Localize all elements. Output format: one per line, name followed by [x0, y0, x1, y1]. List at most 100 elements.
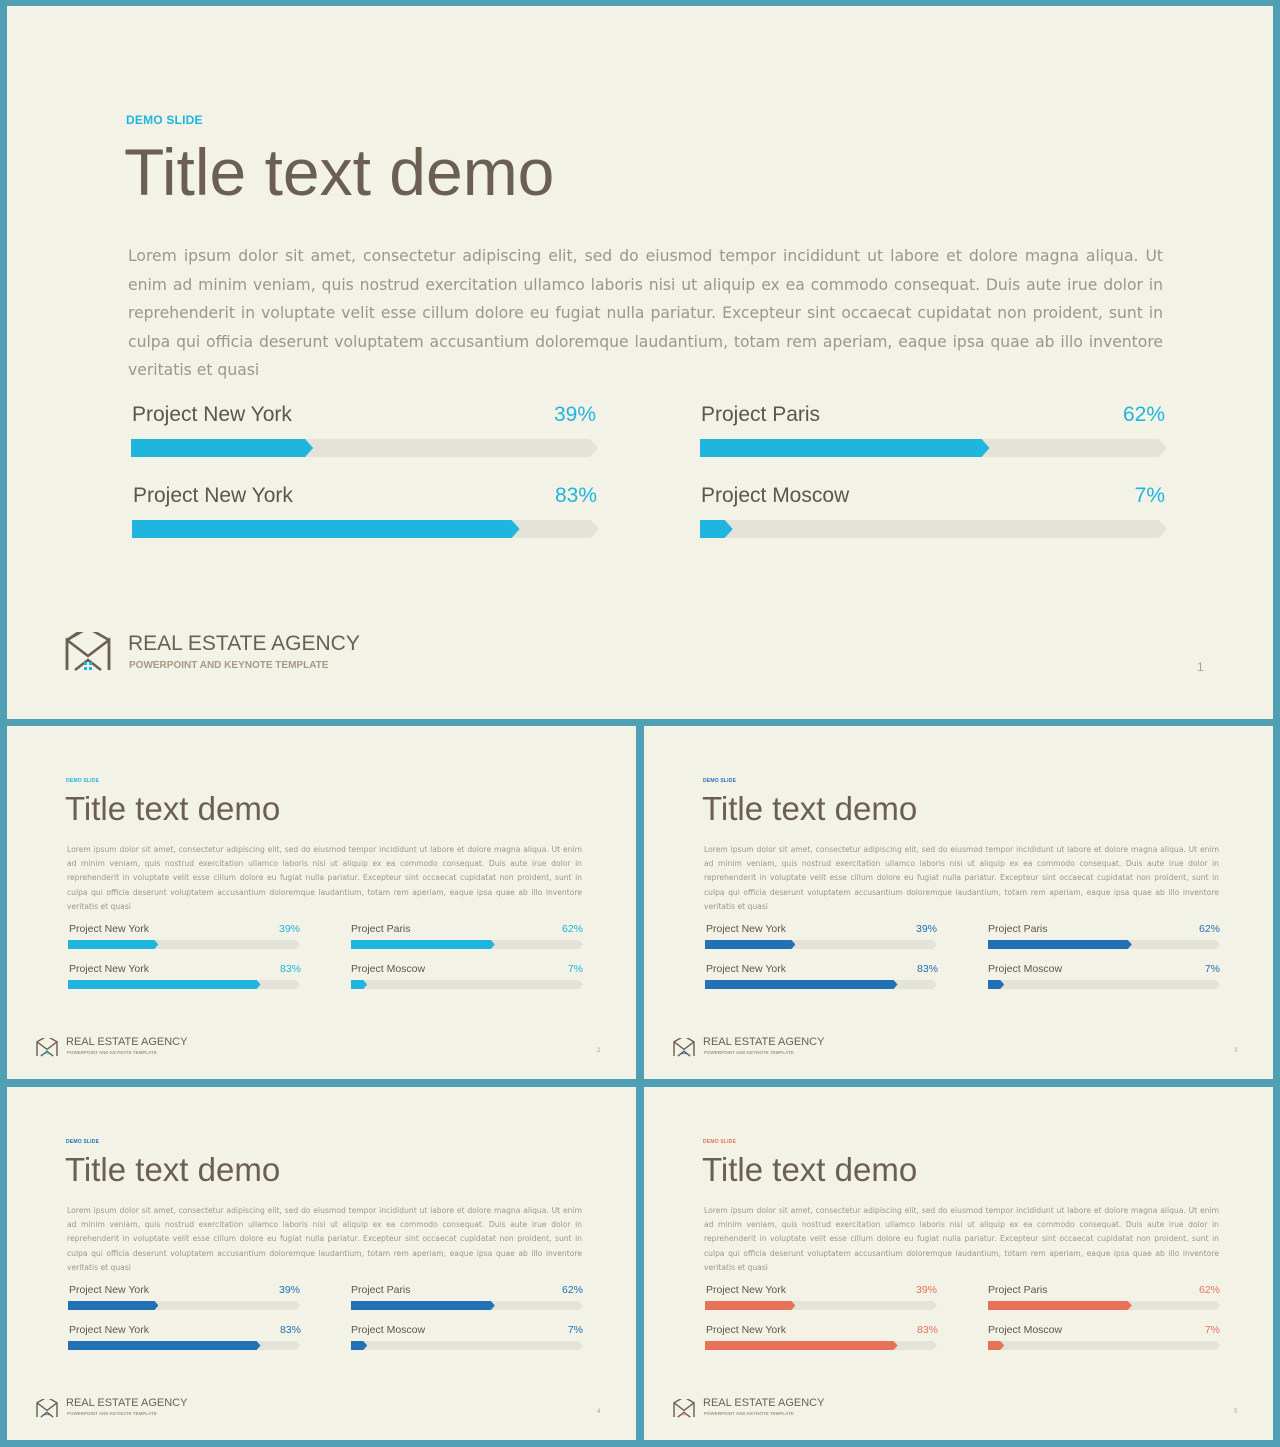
progress-percent: 83% [554, 484, 597, 507]
body-paragraph: Lorem ipsum dolor sit amet, consectetur … [704, 845, 1219, 911]
progress-label: Project New York [706, 1324, 786, 1336]
progress-percent: 7% [1204, 963, 1220, 975]
progress-percent: 39% [553, 403, 596, 426]
slide-2[interactable]: DEMO SLIDE Title text demo Lorem ipsum d… [7, 726, 636, 1079]
progress-fill [700, 520, 733, 538]
page-number: 2 [597, 1048, 601, 1054]
progress-fill [68, 1301, 158, 1310]
progress-fill [351, 1341, 367, 1350]
progress-percent: 83% [279, 1324, 301, 1336]
brand-name: REAL ESTATE AGENCY [703, 1397, 825, 1409]
progress-label: Project New York [69, 1324, 149, 1336]
progress-label: Project New York [132, 403, 292, 426]
slide-title: Title text demo [702, 790, 918, 827]
progress-label: Project Paris [988, 1284, 1048, 1296]
progress-track [700, 520, 1167, 538]
progress-label: Project Moscow [988, 963, 1063, 975]
progress-track [68, 980, 300, 989]
slide-title: Title text demo [702, 1151, 918, 1188]
progress-percent: 62% [561, 923, 583, 935]
progress-fill [351, 1301, 495, 1310]
brand-name: REAL ESTATE AGENCY [66, 1397, 188, 1409]
progress-fill [705, 980, 898, 989]
progress-label: Project Paris [351, 1284, 411, 1296]
progress-fill [700, 439, 990, 457]
progress-label: Project New York [69, 1284, 149, 1296]
brand-name: REAL ESTATE AGENCY [703, 1036, 825, 1048]
slide-5[interactable]: DEMO SLIDE Title text demo Lorem ipsum d… [644, 1087, 1273, 1440]
page-number: 4 [597, 1409, 601, 1415]
progress-percent: 7% [567, 963, 583, 975]
progress-percent: 83% [916, 963, 938, 975]
progress-label: Project New York [133, 484, 293, 507]
progress-track [988, 940, 1220, 949]
progress-track [132, 520, 599, 538]
house-chevron-logo-icon [673, 1038, 695, 1057]
eyebrow-label: DEMO SLIDE [126, 113, 203, 127]
progress-label: Project Paris [701, 403, 821, 426]
body-paragraph: Lorem ipsum dolor sit amet, consectetur … [128, 247, 1163, 380]
progress-percent: 7% [1134, 484, 1165, 507]
progress-percent: 39% [278, 923, 300, 935]
progress-label: Project Moscow [351, 963, 426, 975]
progress-percent: 62% [561, 1284, 583, 1296]
page-number: 1 [1197, 660, 1204, 674]
progress-label: Project New York [706, 923, 786, 935]
progress-track [131, 439, 598, 457]
progress-track [68, 940, 300, 949]
progress-fill [68, 980, 261, 989]
progress-label: Project Moscow [351, 1324, 426, 1336]
body-paragraph: Lorem ipsum dolor sit amet, consectetur … [704, 1206, 1219, 1272]
slide-title: Title text demo [65, 790, 281, 827]
progress-track [988, 1301, 1220, 1310]
progress-percent: 62% [1122, 403, 1165, 426]
page-number: 5 [1234, 1409, 1238, 1415]
progress-fill [68, 1341, 261, 1350]
progress-track [705, 1341, 937, 1350]
progress-track [351, 940, 583, 949]
eyebrow-label: DEMO SLIDE [66, 1139, 100, 1145]
progress-percent: 62% [1198, 923, 1220, 935]
progress-fill [132, 520, 520, 538]
eyebrow-label: DEMO SLIDE [66, 778, 100, 784]
brand-name: REAL ESTATE AGENCY [128, 632, 360, 655]
slide-3[interactable]: DEMO SLIDE Title text demo Lorem ipsum d… [644, 726, 1273, 1079]
progress-fill [988, 940, 1132, 949]
progress-track [351, 1341, 583, 1350]
progress-fill [988, 1301, 1132, 1310]
progress-label: Project Paris [988, 923, 1048, 935]
progress-fill [988, 980, 1004, 989]
progress-percent: 7% [567, 1324, 583, 1336]
progress-fill [68, 940, 158, 949]
eyebrow-label: DEMO SLIDE [703, 1139, 737, 1145]
progress-percent: 39% [915, 1284, 937, 1296]
brand-tagline: POWERPOINT AND KEYNOTE TEMPLATE [67, 1050, 157, 1055]
progress-percent: 7% [1204, 1324, 1220, 1336]
progress-track [68, 1341, 300, 1350]
progress-track [700, 439, 1167, 457]
progress-fill [351, 980, 367, 989]
progress-track [988, 1341, 1220, 1350]
slide-4[interactable]: DEMO SLIDE Title text demo Lorem ipsum d… [7, 1087, 636, 1440]
progress-percent: 62% [1198, 1284, 1220, 1296]
progress-label: Project Moscow [988, 1324, 1063, 1336]
body-paragraph: Lorem ipsum dolor sit amet, consectetur … [67, 845, 582, 911]
brand-name: REAL ESTATE AGENCY [66, 1036, 188, 1048]
progress-track [351, 1301, 583, 1310]
brand-tagline: POWERPOINT AND KEYNOTE TEMPLATE [704, 1411, 794, 1416]
progress-percent: 39% [278, 1284, 300, 1296]
progress-track [988, 980, 1220, 989]
brand-tagline: POWERPOINT AND KEYNOTE TEMPLATE [67, 1411, 157, 1416]
progress-label: Project Paris [351, 923, 411, 935]
progress-percent: 83% [279, 963, 301, 975]
house-chevron-logo-icon [65, 632, 111, 672]
progress-label: Project New York [69, 923, 149, 935]
house-chevron-logo-icon [36, 1038, 58, 1057]
progress-label: Project New York [706, 963, 786, 975]
page-number: 3 [1234, 1048, 1238, 1054]
progress-label: Project New York [706, 1284, 786, 1296]
progress-percent: 39% [915, 923, 937, 935]
progress-fill [705, 1341, 898, 1350]
slide-title: Title text demo [65, 1151, 281, 1188]
slide-1[interactable]: DEMO SLIDE Title text demo Lorem ipsum d… [7, 6, 1273, 719]
